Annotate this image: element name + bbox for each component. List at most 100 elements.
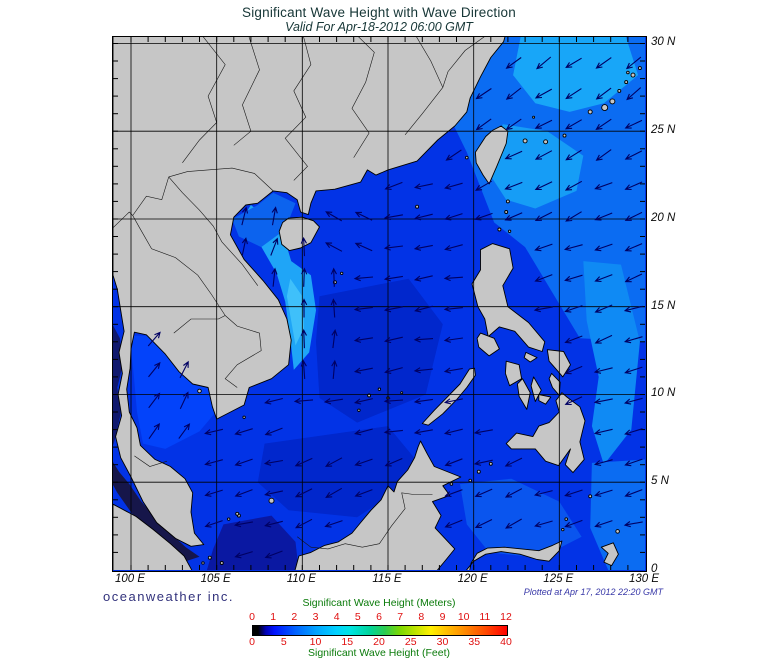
border-china-prov-1	[351, 37, 375, 158]
wave-direction-arrow	[204, 489, 223, 497]
islet	[609, 98, 616, 105]
wave-direction-arrow	[414, 305, 433, 313]
wave-direction-arrow	[624, 119, 643, 129]
wave-direction-arrow	[565, 211, 582, 222]
wave-direction-arrow	[564, 305, 583, 313]
wave-direction-arrow	[300, 359, 307, 379]
islet	[562, 133, 567, 138]
wave-direction-arrow	[505, 518, 522, 529]
land-mindanao	[505, 392, 586, 474]
border-china-prov-5	[182, 37, 226, 163]
map-frame	[112, 36, 647, 572]
border-china-prov-6	[233, 37, 260, 146]
land-taiwan	[474, 125, 509, 185]
lat-label-30N: 30 N	[651, 36, 676, 49]
meters-tick-10: 10	[457, 611, 470, 623]
oceanweather-logo-text: oceanweather inc.	[103, 589, 235, 604]
wave-direction-arrow	[264, 397, 283, 405]
islet	[357, 408, 361, 412]
islet	[235, 511, 240, 516]
sea-patch-celebes-light	[460, 478, 582, 558]
islet	[201, 561, 205, 565]
land-sulawesi	[465, 540, 563, 570]
meters-tick-1: 1	[270, 611, 277, 623]
meters-tick-12: 12	[500, 611, 512, 623]
wave-direction-arrow	[354, 458, 373, 467]
border-laos-thailand	[132, 215, 226, 316]
wave-direction-arrow	[473, 459, 493, 466]
land-panay	[504, 360, 523, 387]
wave-direction-arrow	[413, 183, 433, 190]
wave-direction-arrow	[474, 212, 493, 221]
islet	[615, 529, 620, 534]
border-cambodia-vietnam	[224, 315, 262, 388]
wave-direction-arrow	[594, 182, 613, 190]
meters-tick-0: 0	[249, 611, 255, 623]
islet	[504, 210, 509, 214]
wave-direction-arrow	[270, 237, 279, 256]
wave-direction-arrow	[354, 489, 373, 498]
lon-label-130E: 130 E	[628, 573, 660, 585]
wave-direction-arrow	[204, 520, 223, 528]
islet	[588, 494, 593, 499]
wave-direction-arrow	[413, 428, 433, 436]
wave-direction-arrow	[623, 397, 643, 405]
wave-direction-arrow	[626, 87, 642, 101]
feet-tick-40: 40	[500, 636, 512, 648]
islet	[476, 469, 481, 474]
wave-direction-arrow	[475, 118, 492, 131]
wave-direction-arrow	[413, 244, 433, 251]
wave-direction-arrow	[593, 367, 613, 374]
meters-tick-2: 2	[291, 611, 298, 623]
islet	[564, 517, 568, 521]
sea-patch-karimata-dark	[206, 515, 299, 570]
wave-direction-arrow	[148, 422, 161, 440]
wave-direction-arrow	[564, 335, 583, 344]
wave-direction-arrow	[148, 361, 161, 378]
wave-direction-arrow	[330, 267, 337, 287]
islet	[340, 271, 344, 276]
wave-direction-arrow	[383, 397, 404, 405]
wave-direction-arrow	[331, 359, 338, 379]
sea-patch-gulf-bright	[129, 335, 222, 449]
wave-direction-arrow	[234, 428, 253, 436]
islet	[522, 138, 528, 144]
wave-direction-arrow	[383, 244, 403, 251]
land-sumatra	[113, 503, 193, 570]
feet-tick-0: 0	[249, 636, 255, 648]
wave-direction-arrow	[474, 519, 493, 528]
feet-tick-15: 15	[341, 636, 354, 648]
land-mainland-asia	[113, 37, 506, 547]
wave-direction-arrow	[624, 273, 643, 283]
islet	[219, 561, 224, 565]
legend-meters-title: Significant Wave Height (Meters)	[302, 597, 456, 609]
border-laos-north	[132, 176, 169, 216]
meters-tick-3: 3	[312, 611, 319, 623]
land-borneo	[294, 440, 462, 570]
wave-direction-arrow	[505, 118, 522, 131]
sea-patch-scs-dark-mid	[316, 278, 443, 423]
islet	[465, 155, 469, 160]
wave-direction-arrow	[504, 488, 523, 498]
border-thailand-cambodia	[173, 315, 226, 334]
islet	[617, 88, 622, 93]
islet	[587, 109, 593, 115]
wave-direction-arrow	[564, 180, 583, 191]
wave-direction-arrow	[565, 149, 582, 161]
islet	[561, 527, 565, 532]
wave-direction-arrow	[624, 150, 643, 160]
lat-label-20N: 20 N	[651, 211, 676, 224]
wave-direction-arrow	[294, 457, 313, 467]
islet	[497, 227, 502, 232]
wave-direction-arrow	[563, 244, 583, 252]
wave-direction-arrow	[536, 56, 552, 70]
wave-direction-arrow	[475, 88, 492, 100]
wave-direction-arrow	[324, 242, 343, 252]
sea-patch-vietnam-core	[286, 278, 304, 346]
wave-direction-arrow	[264, 520, 283, 528]
sea-patch-east-taiwan-cyan	[489, 124, 584, 209]
wave-direction-arrow	[594, 489, 613, 497]
lat-label-15N: 15 N	[651, 299, 676, 312]
wave-direction-arrow	[595, 118, 612, 131]
lon-label-110E: 110 E	[286, 573, 316, 585]
